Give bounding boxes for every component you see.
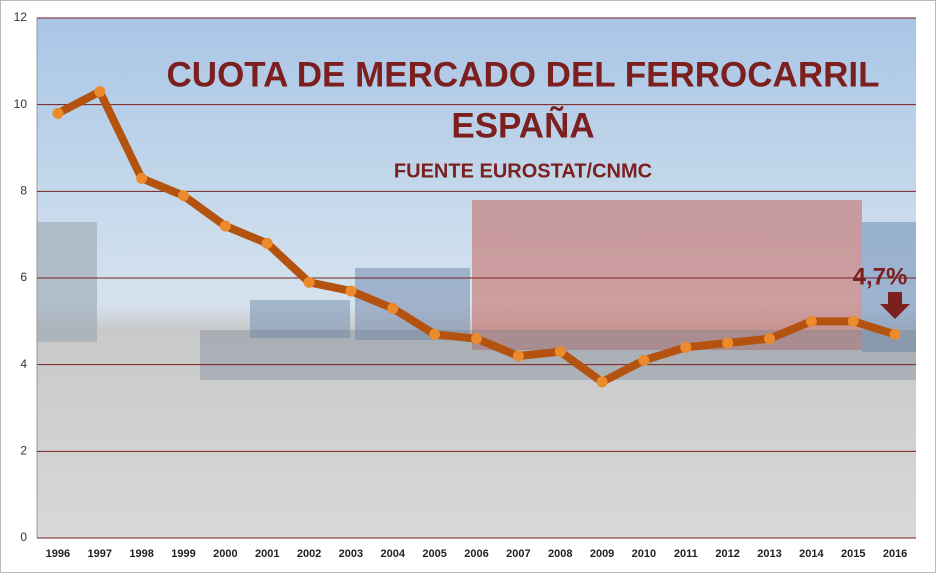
marker — [219, 220, 231, 232]
marker — [847, 315, 859, 327]
x-tick-label: 2013 — [757, 548, 781, 560]
x-tick-label: 1996 — [46, 548, 70, 560]
chart-subtitle: FUENTE EUROSTAT/CNMC — [394, 160, 652, 182]
y-tick-label: 4 — [20, 357, 27, 371]
x-tick-label: 2009 — [590, 548, 614, 560]
x-tick-label: 1998 — [129, 548, 153, 560]
y-tick-label: 2 — [20, 444, 27, 458]
x-tick-label: 2006 — [464, 548, 488, 560]
x-tick-label: 1999 — [171, 548, 195, 560]
annotation: 4,7% — [853, 263, 908, 290]
marker — [345, 285, 357, 297]
x-tick-label: 2003 — [339, 548, 363, 560]
marker — [471, 333, 482, 345]
marker — [178, 190, 189, 202]
x-tick-label: 2002 — [297, 548, 321, 560]
x-tick-label: 2008 — [548, 548, 572, 560]
x-tick-label: 2005 — [422, 548, 446, 560]
marker — [261, 237, 273, 249]
marker — [889, 328, 901, 340]
marker — [680, 341, 692, 353]
marker — [387, 302, 399, 314]
marker — [303, 276, 315, 288]
marker — [512, 350, 524, 362]
marker — [764, 333, 775, 345]
marker — [136, 172, 148, 184]
marker — [805, 315, 817, 327]
x-tick-label: 2011 — [674, 548, 698, 560]
marker — [94, 86, 106, 98]
y-tick-label: 8 — [20, 184, 27, 198]
x-tick-label: 2000 — [213, 548, 237, 560]
marker — [596, 376, 608, 388]
x-tick-label: 2014 — [799, 548, 824, 560]
marker — [429, 328, 441, 340]
x-tick-label: 2015 — [841, 548, 865, 560]
x-tick-label: 1997 — [88, 548, 112, 560]
marker — [638, 354, 650, 366]
y-tick-label: 12 — [14, 10, 28, 24]
y-tick-label: 10 — [14, 97, 28, 111]
x-tick-label: 2012 — [715, 548, 739, 560]
y-tick-label: 6 — [20, 270, 27, 284]
marker — [52, 107, 64, 119]
x-tick-label: 2007 — [506, 548, 530, 560]
annotation-arrow — [880, 292, 910, 319]
x-tick-label: 2004 — [381, 548, 406, 560]
x-tick-label: 2016 — [883, 548, 907, 560]
marker — [722, 337, 734, 349]
chart-title: CUOTA DE MERCADO DEL FERROCARRIL — [167, 55, 880, 94]
y-tick-label: 0 — [20, 530, 27, 544]
chart-title: ESPAÑA — [451, 106, 594, 145]
x-tick-label: 2010 — [632, 548, 656, 560]
marker — [554, 346, 566, 358]
x-tick-label: 2001 — [255, 548, 279, 560]
